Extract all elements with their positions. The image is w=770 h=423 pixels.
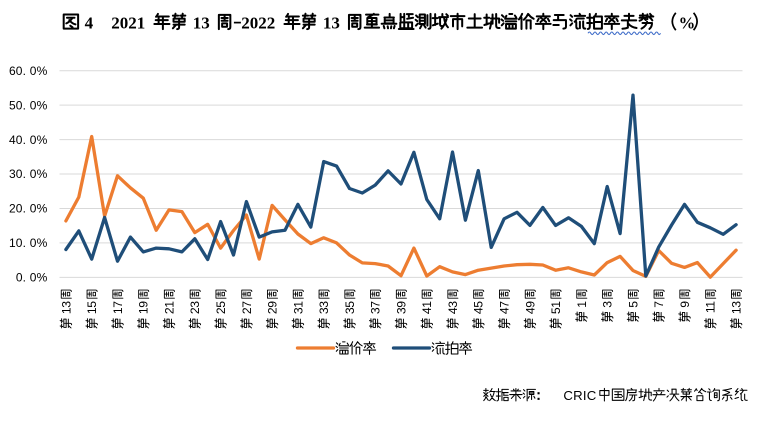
svg-text:4: 4	[85, 14, 94, 33]
svg-text:37: 37	[369, 301, 383, 314]
svg-text:CRIC: CRIC	[563, 388, 596, 403]
svg-text:47: 47	[498, 301, 512, 314]
svg-text:2022: 2022	[241, 14, 275, 33]
svg-text:13: 13	[193, 14, 210, 33]
svg-text:15: 15	[85, 301, 99, 314]
svg-text:9: 9	[678, 301, 692, 308]
svg-text:60. 0%: 60. 0%	[9, 64, 48, 78]
svg-text:2021: 2021	[111, 14, 145, 33]
svg-text:13: 13	[59, 301, 73, 314]
svg-text:33: 33	[317, 301, 331, 314]
svg-text:23: 23	[188, 301, 202, 314]
svg-text:13: 13	[730, 301, 744, 314]
svg-text:19: 19	[137, 301, 151, 314]
svg-text:%: %	[679, 14, 696, 33]
svg-text:39: 39	[394, 301, 408, 314]
svg-text:45: 45	[472, 301, 486, 314]
svg-text:21: 21	[162, 301, 176, 314]
svg-text:41: 41	[420, 301, 434, 314]
svg-text:20. 0%: 20. 0%	[9, 202, 48, 216]
svg-text:13: 13	[323, 14, 340, 33]
svg-text:30. 0%: 30. 0%	[9, 167, 48, 181]
svg-text:49: 49	[523, 301, 537, 314]
svg-text:51: 51	[549, 301, 563, 314]
svg-text:7: 7	[652, 301, 666, 308]
svg-text:1: 1	[575, 301, 589, 308]
svg-text:40. 0%: 40. 0%	[9, 133, 48, 147]
svg-text:25: 25	[214, 301, 228, 314]
svg-text:17: 17	[111, 301, 125, 314]
svg-text:29: 29	[266, 301, 280, 314]
svg-text:31: 31	[291, 301, 305, 314]
svg-text:35: 35	[343, 301, 357, 314]
svg-text:10. 0%: 10. 0%	[9, 236, 48, 250]
svg-text:43: 43	[446, 301, 460, 314]
svg-text:3: 3	[601, 301, 615, 308]
svg-text:11: 11	[704, 301, 718, 313]
svg-text:50. 0%: 50. 0%	[9, 98, 48, 112]
svg-text:5: 5	[626, 301, 640, 308]
svg-text:27: 27	[240, 301, 254, 314]
svg-text:0. 0%: 0. 0%	[16, 271, 48, 285]
